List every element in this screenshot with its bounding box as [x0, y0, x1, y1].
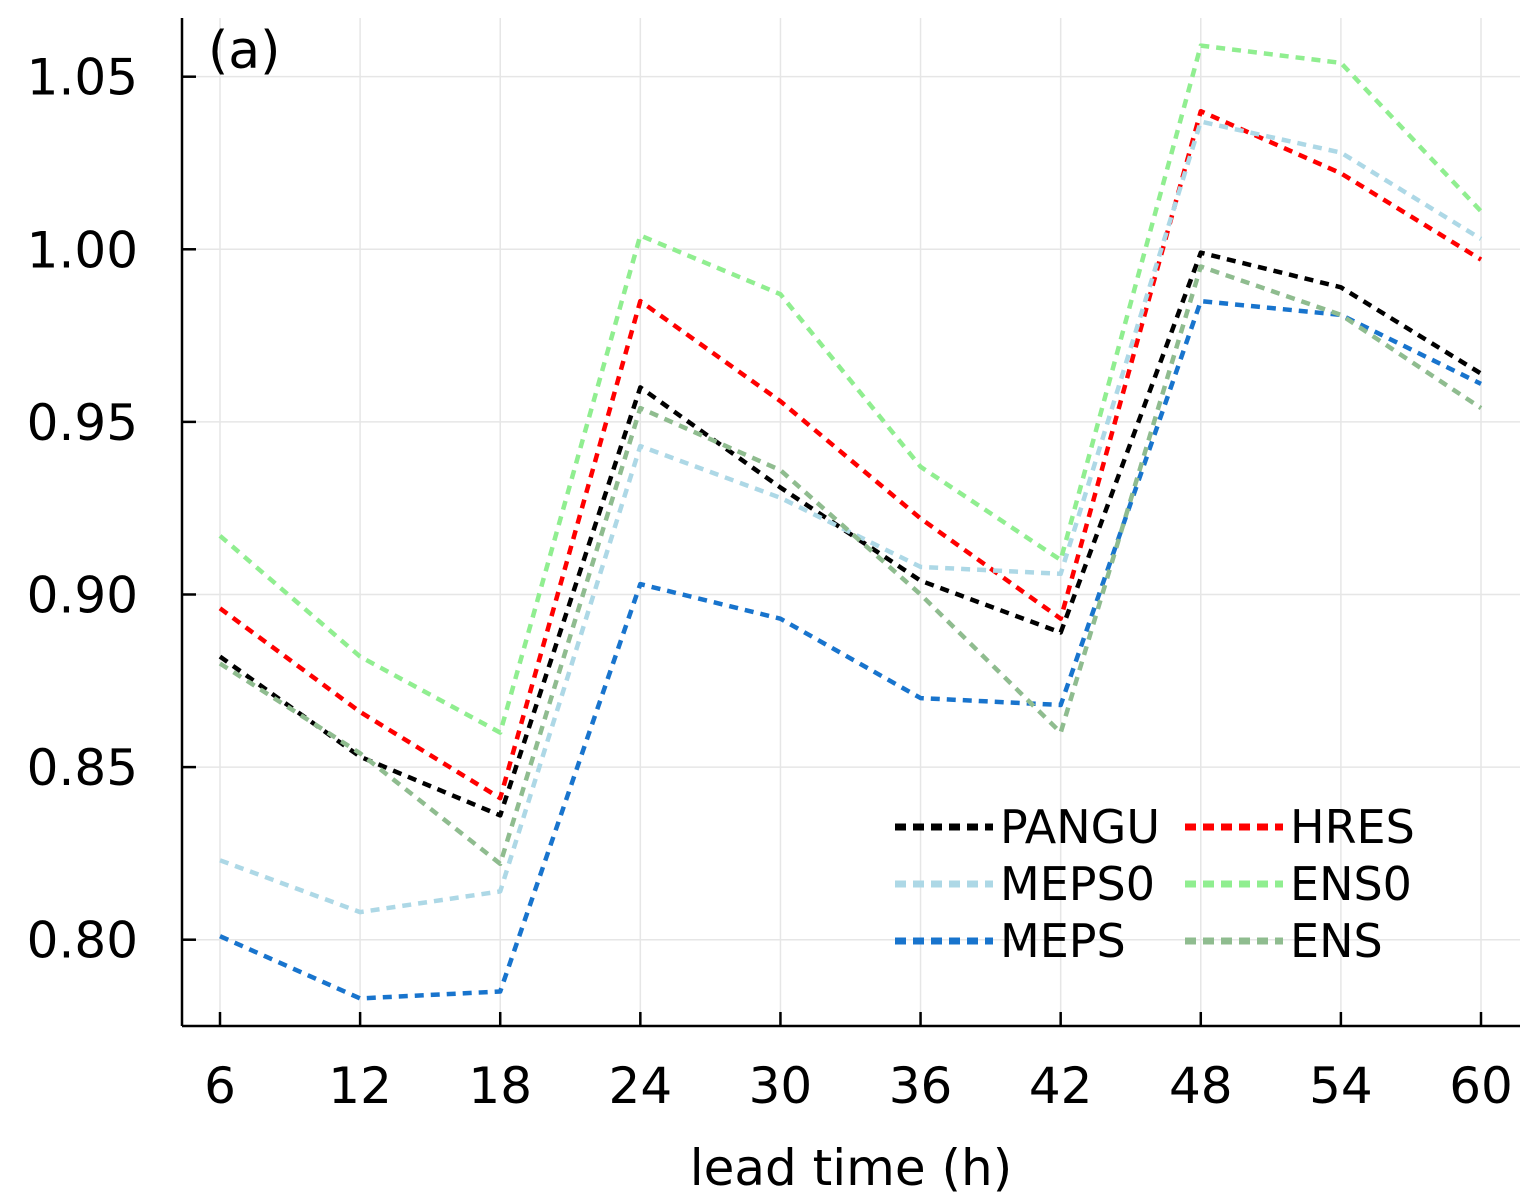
grid: [182, 18, 1520, 1026]
x-tick-label-3: 24: [609, 1057, 673, 1115]
y-tick-label-1: 0.85: [27, 739, 138, 797]
x-tick-label-8: 54: [1309, 1057, 1373, 1115]
legend: PANGU HRES MEPS0 ENS0 MEPS ENS: [895, 800, 1415, 968]
x-tick-label-6: 42: [1029, 1057, 1093, 1115]
series-line-ens0: [218, 43, 1483, 735]
x-tick-label-5: 36: [889, 1057, 953, 1115]
x-tick-label-4: 30: [749, 1057, 813, 1115]
legend-label-ens: ENS: [1290, 914, 1383, 968]
y-tick-label-3: 0.95: [27, 394, 138, 452]
y-tick-label-0: 0.80: [27, 912, 138, 970]
series-line-meps0: [219, 119, 1483, 915]
x-axis-label: lead time (h): [690, 1139, 1013, 1193]
x-tick-label-7: 48: [1169, 1057, 1233, 1115]
y-axis-ticks: 0.80 0.85 0.90 0.95 1.00 1.05: [27, 49, 196, 970]
legend-label-meps: MEPS: [1000, 914, 1126, 968]
panel-label: (a): [208, 21, 280, 81]
legend-label-ens0: ENS0: [1290, 857, 1412, 911]
legend-label-meps0: MEPS0: [1000, 857, 1155, 911]
x-tick-label-9: 60: [1449, 1057, 1513, 1115]
y-tick-label-4: 1.00: [27, 221, 138, 279]
x-tick-label-2: 18: [468, 1057, 532, 1115]
series-line-ens: [218, 264, 1483, 867]
series-line-pangu: [218, 250, 1483, 818]
legend-label-pangu: PANGU: [1000, 800, 1160, 854]
y-tick-label-5: 1.05: [27, 49, 138, 107]
x-axis-ticks: 6 12 18 24 30 36 42 48 54 60: [204, 1012, 1513, 1115]
legend-label-hres: HRES: [1290, 800, 1415, 854]
series-line-meps: [219, 298, 1482, 1001]
axes: [180, 18, 1520, 1028]
series-lines: [218, 43, 1483, 1001]
series-line-hres: [218, 108, 1483, 801]
x-tick-label-0: 6: [204, 1057, 236, 1115]
x-tick-label-1: 12: [328, 1057, 392, 1115]
y-tick-label-2: 0.90: [27, 566, 138, 624]
